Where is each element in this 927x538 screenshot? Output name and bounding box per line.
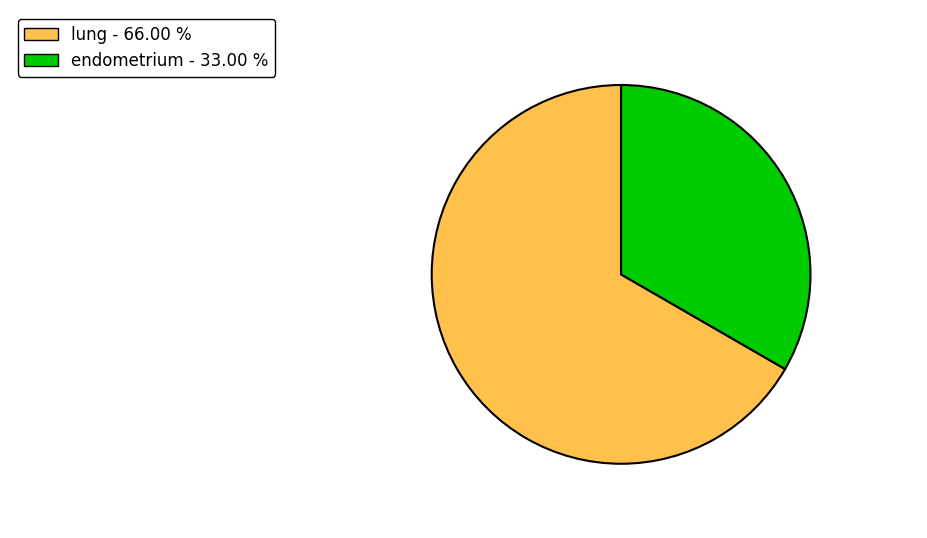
Wedge shape [432,85,785,464]
Legend: lung - 66.00 %, endometrium - 33.00 %: lung - 66.00 %, endometrium - 33.00 % [18,19,275,77]
Wedge shape [621,85,810,369]
